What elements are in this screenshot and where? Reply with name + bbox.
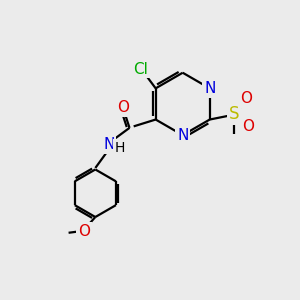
Text: N: N	[103, 137, 114, 152]
Text: S: S	[229, 105, 239, 123]
Text: O: O	[241, 91, 253, 106]
Text: H: H	[115, 141, 125, 155]
Text: O: O	[242, 119, 254, 134]
Text: O: O	[78, 224, 90, 239]
Text: N: N	[177, 128, 188, 142]
Text: Cl: Cl	[134, 61, 148, 76]
Text: O: O	[117, 100, 129, 115]
Text: N: N	[204, 81, 215, 96]
